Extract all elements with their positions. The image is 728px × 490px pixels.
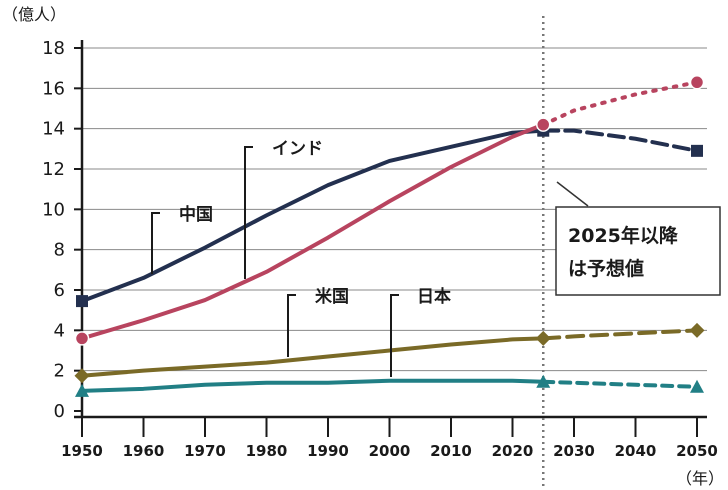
x-tick-label: 2030 [553,442,595,460]
y-tick-label: 2 [54,361,65,382]
series-line-actual [80,122,546,341]
x-tick-label: 1990 [307,442,349,460]
y-axis-unit: （億人） [2,5,66,24]
y-tick-label: 0 [54,401,65,422]
y-tick-label: 6 [54,280,65,301]
series-label: 中国 [179,204,213,225]
annotation-line-1: 2025年以降 [568,224,679,247]
series-label: 米国 [315,286,349,307]
series-line-actual [80,378,546,393]
annotation-line-2: は予想値 [568,257,644,280]
data-point-triangle [536,374,551,388]
data-point-diamond [535,330,551,346]
x-tick-label: 1960 [123,442,165,460]
axes: 0 2 4 6 8 10 12 14 16 18 1950 1960 1970 1980 1990 2000 2… [42,16,718,490]
data-point-diamond [689,322,705,338]
series-label-leader [151,212,160,274]
series-line-projected [541,80,699,127]
y-tick-label: 14 [42,119,65,140]
data-point-triangle [75,383,89,397]
y-tick-label: 8 [54,240,65,261]
gridlines [82,47,707,372]
series-line-projected [541,328,699,341]
x-tick-label: 2000 [369,442,411,460]
y-tick-label: 10 [42,199,65,220]
series-label-leader [287,294,296,357]
data-point-triangle [690,379,704,393]
series-line-projected [541,128,699,153]
y-tick-label: 18 [42,38,65,59]
x-tick-label: 2020 [492,442,534,460]
data-point-diamond [74,368,90,384]
series-line-actual [80,128,546,304]
x-tick-label: 1950 [61,442,103,460]
data-point-circle [74,331,90,346]
x-tick-label: 1980 [246,442,288,460]
x-tick-label: 2050 [676,442,718,460]
x-tick-label: 1970 [184,442,226,460]
series-label: インド [272,139,323,159]
x-tick-label: 2040 [615,442,657,460]
annotation-leader-line [556,181,589,207]
series-line-projected [541,379,699,389]
y-tick-label: 16 [42,78,65,99]
x-axis-unit: （年） [676,469,724,488]
projection-annotation: 2025年以降 は予想値 [555,181,721,296]
series-line-actual [80,336,546,378]
series-label-leader [390,294,399,377]
y-tick-label: 12 [42,159,65,180]
series-label: 日本 [417,286,451,307]
data-point-square [691,144,703,157]
data-point-circle [536,117,551,132]
data-point-square [76,295,88,308]
data-point-circle [689,75,705,90]
y-tick-label: 4 [54,320,65,341]
annotation-box [555,206,721,296]
x-tick-label: 2010 [430,442,472,460]
series-group [74,75,705,397]
series-label-leader [244,146,253,279]
